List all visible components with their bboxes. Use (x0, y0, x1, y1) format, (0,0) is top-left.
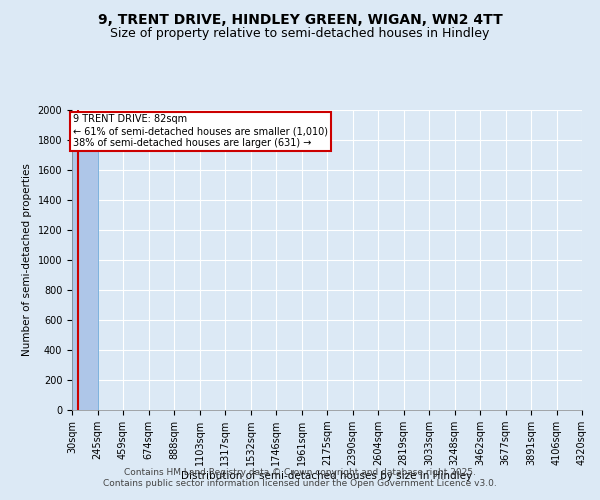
Text: Contains HM Land Registry data © Crown copyright and database right 2025.
Contai: Contains HM Land Registry data © Crown c… (103, 468, 497, 487)
Y-axis label: Number of semi-detached properties: Number of semi-detached properties (22, 164, 32, 356)
Text: 9 TRENT DRIVE: 82sqm
← 61% of semi-detached houses are smaller (1,010)
38% of se: 9 TRENT DRIVE: 82sqm ← 61% of semi-detac… (73, 114, 328, 148)
Text: Size of property relative to semi-detached houses in Hindley: Size of property relative to semi-detach… (110, 28, 490, 40)
Text: 9, TRENT DRIVE, HINDLEY GREEN, WIGAN, WN2 4TT: 9, TRENT DRIVE, HINDLEY GREEN, WIGAN, WN… (98, 12, 502, 26)
Bar (72, 125, 98, 410)
X-axis label: Distribution of semi-detached houses by size in Hindley: Distribution of semi-detached houses by … (181, 471, 473, 481)
